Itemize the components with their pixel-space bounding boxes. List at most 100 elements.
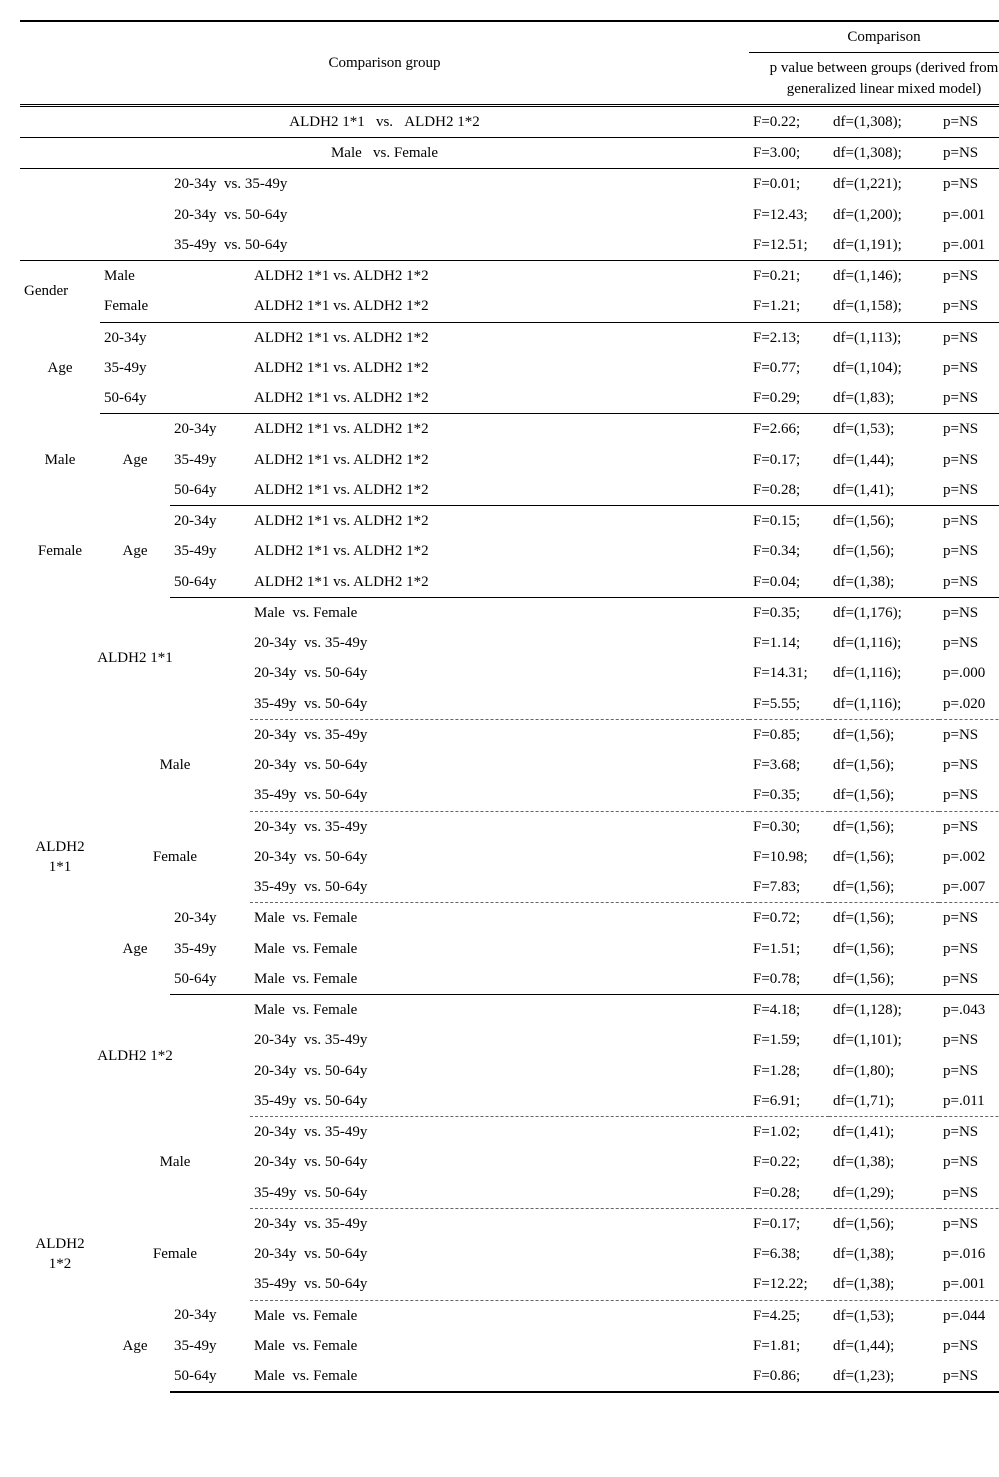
stat-f: F=0.72; [749, 903, 829, 934]
cmp-label: ALDH2 1*1 vs. ALDH2 1*2 [20, 105, 749, 137]
table-row: Female 20-34y vs. 35-49y F=0.17; df=(1,5… [20, 1208, 999, 1239]
stat-p: p=NS [939, 567, 999, 598]
cmp-label: 35-49y vs. 50-64y [250, 872, 749, 903]
stat-p: p=NS [939, 811, 999, 842]
stat-f: F=1.81; [749, 1331, 829, 1361]
table-row: Female Age 20-34y ALDH2 1*1 vs. ALDH2 1*… [20, 506, 999, 537]
stat-df: df=(1,41); [829, 1117, 939, 1148]
stat-df: df=(1,56); [829, 934, 939, 964]
stat-df: df=(1,221); [829, 169, 939, 200]
cmp-label: 20-34y vs. 35-49y [250, 628, 749, 658]
stat-f: F=0.17; [749, 1208, 829, 1239]
stat-df: df=(1,29); [829, 1178, 939, 1209]
stat-f: F=0.28; [749, 475, 829, 506]
stat-p: p=.044 [939, 1300, 999, 1331]
sub-male: Male [100, 719, 250, 811]
cmp-label: 35-49y vs. 50-64y [250, 689, 749, 720]
stat-f: F=6.91; [749, 1086, 829, 1117]
stats-table: Comparison group Comparison p value betw… [20, 20, 999, 1393]
stat-p: p=NS [939, 1208, 999, 1239]
sub-age2: 35-49y [170, 536, 250, 566]
group-gender: Gender [20, 261, 100, 323]
stat-p: p=.043 [939, 995, 999, 1026]
cmp-label: Male vs. Female [20, 138, 749, 169]
sub-age1: 20-34y [170, 506, 250, 537]
group-female: Female [20, 506, 100, 598]
stat-p: p=.000 [939, 658, 999, 688]
sub-age1: 20-34y [170, 903, 250, 934]
cmp-label: 20-34y vs. 50-64y [250, 1239, 749, 1269]
cmp-label: ALDH2 1*1 vs. ALDH2 1*2 [250, 353, 749, 383]
table-row: Male vs. Female F=3.00; df=(1,308); p=NS [20, 138, 999, 169]
group-age: Age [100, 1300, 170, 1392]
stat-df: df=(1,53); [829, 1300, 939, 1331]
stat-df: df=(1,56); [829, 719, 939, 750]
stat-p: p=NS [939, 597, 999, 628]
stat-f: F=5.55; [749, 689, 829, 720]
cmp-label: 35-49y vs. 50-64y [170, 230, 749, 261]
sub-age1: 20-34y [170, 414, 250, 445]
sub-male: Male [100, 1117, 250, 1209]
stat-p: p=NS [939, 628, 999, 658]
stat-f: F=0.30; [749, 811, 829, 842]
stat-p: p=NS [939, 934, 999, 964]
group-age: Age [100, 506, 170, 598]
cmp-label: 20-34y vs. 35-49y [250, 719, 749, 750]
table-row: Age 20-34y Male vs. Female F=0.72; df=(1… [20, 903, 999, 934]
stat-df: df=(1,38); [829, 1147, 939, 1177]
cmp-label: 20-34y vs. 50-64y [250, 1056, 749, 1086]
stat-p: p=NS [939, 1025, 999, 1055]
stat-df: df=(1,56); [829, 811, 939, 842]
stat-f: F=1.59; [749, 1025, 829, 1055]
stat-df: df=(1,71); [829, 1086, 939, 1117]
cmp-label: Male vs. Female [250, 964, 749, 995]
cmp-label: ALDH2 1*1 vs. ALDH2 1*2 [250, 506, 749, 537]
stat-p: p=NS [939, 506, 999, 537]
stat-p: p=.001 [939, 200, 999, 230]
stat-df: df=(1,56); [829, 872, 939, 903]
stat-f: F=0.34; [749, 536, 829, 566]
stat-df: df=(1,23); [829, 1361, 939, 1392]
stat-p: p=NS [939, 1361, 999, 1392]
stat-f: F=4.25; [749, 1300, 829, 1331]
stat-p: p=.001 [939, 230, 999, 261]
stat-df: df=(1,56); [829, 750, 939, 780]
stat-p: p=NS [939, 1117, 999, 1148]
group-aldh11-br: ALDH21*1 [20, 719, 100, 994]
stat-df: df=(1,56); [829, 780, 939, 811]
cmp-label: ALDH2 1*1 vs. ALDH2 1*2 [250, 536, 749, 566]
sub-male: Male [100, 261, 250, 292]
cmp-label: 20-34y vs. 35-49y [250, 811, 749, 842]
stat-f: F=0.17; [749, 445, 829, 475]
sub-age1: 20-34y [170, 1300, 250, 1331]
stat-df: df=(1,56); [829, 536, 939, 566]
stat-df: df=(1,56); [829, 1208, 939, 1239]
sub-female: Female [100, 291, 250, 322]
stat-p: p=NS [939, 383, 999, 414]
stat-p: p=NS [939, 353, 999, 383]
stat-f: F=0.04; [749, 567, 829, 598]
table-row: 20-34y vs. 35-49y F=0.01; df=(1,221); p=… [20, 169, 999, 200]
group-aldh12-br: ALDH21*2 [20, 1117, 100, 1393]
cmp-label: 20-34y vs. 35-49y [250, 1208, 749, 1239]
table-row: Age 20-34y ALDH2 1*1 vs. ALDH2 1*2 F=2.1… [20, 322, 999, 353]
stat-f: F=14.31; [749, 658, 829, 688]
header-cmp-sub: p value between groups (derived from gen… [749, 53, 999, 106]
group-age: Age [100, 414, 170, 506]
stat-p: p=NS [939, 322, 999, 353]
stat-f: F=3.00; [749, 138, 829, 169]
cmp-label: ALDH2 1*1 vs. ALDH2 1*2 [250, 414, 749, 445]
stat-p: p=NS [939, 475, 999, 506]
table-row: 35-49y ALDH2 1*1 vs. ALDH2 1*2 F=0.77; d… [20, 353, 999, 383]
stat-f: F=0.77; [749, 353, 829, 383]
stat-df: df=(1,200); [829, 200, 939, 230]
stat-p: p=.020 [939, 689, 999, 720]
stat-p: p=.007 [939, 872, 999, 903]
sub-age1: 20-34y [100, 322, 250, 353]
stat-p: p=NS [939, 414, 999, 445]
stat-p: p=NS [939, 1147, 999, 1177]
stat-p: p=NS [939, 719, 999, 750]
stat-f: F=0.78; [749, 964, 829, 995]
cmp-label: 20-34y vs. 50-64y [170, 200, 749, 230]
stat-f: F=12.43; [749, 200, 829, 230]
